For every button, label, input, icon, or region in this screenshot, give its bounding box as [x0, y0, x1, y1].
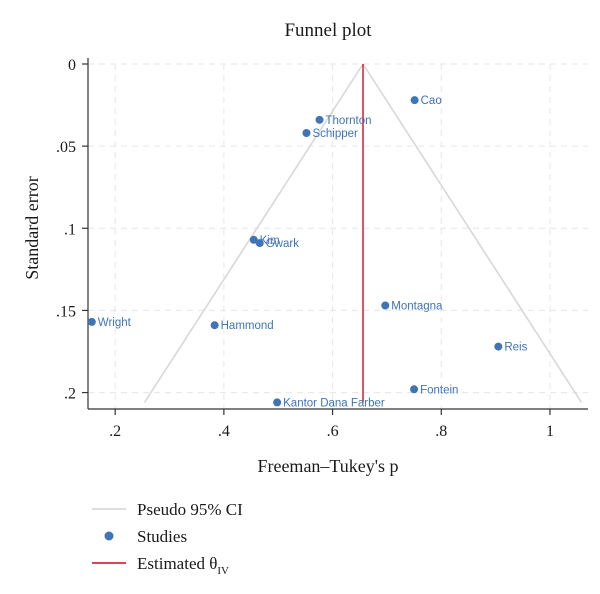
study-reis: Reis	[494, 342, 528, 354]
study-label: Wright	[98, 317, 132, 329]
x-tick-label-3: .8	[435, 423, 447, 440]
legend-label: Pseudo 95% CI	[137, 500, 243, 519]
study-cao: Cao	[410, 95, 442, 107]
study-wright: Wright	[87, 317, 132, 329]
study-point	[87, 317, 96, 326]
study-point	[273, 398, 282, 407]
ci-line-1	[362, 63, 583, 403]
study-label: Kantor Dana Farber	[283, 397, 385, 409]
study-point	[494, 342, 503, 351]
study-label: Cao	[421, 95, 442, 107]
y-tick-label-1: .05	[56, 139, 76, 156]
grid-lines	[88, 63, 588, 409]
study-schipper: Schipper	[302, 128, 358, 140]
axes	[87, 58, 588, 410]
legend-item-1: Studies	[104, 527, 187, 546]
study-kim: Kim	[249, 235, 280, 247]
y-tick-label-0: 0	[68, 57, 76, 74]
study-label: Kim	[260, 235, 280, 247]
study-point	[255, 239, 264, 248]
y-tick-label-4: .2	[64, 386, 76, 403]
y-axis-label: Standard error	[22, 176, 42, 279]
study-label: Hammond	[221, 320, 274, 332]
study-point	[381, 301, 390, 310]
study-point	[410, 96, 419, 105]
study-label: Thornton	[326, 115, 372, 127]
x-tick-label-1: .4	[218, 423, 230, 440]
study-label: Fontein	[420, 384, 458, 396]
legend: Pseudo 95% CI Studies Estimated θIV	[92, 500, 243, 577]
study-label: Reis	[504, 342, 527, 354]
study-montagna: Montagna	[381, 301, 443, 313]
legend-label: Estimated θIV	[137, 554, 229, 577]
legend-item-0: Pseudo 95% CI	[92, 500, 243, 519]
study-fontein: Fontein	[410, 384, 458, 396]
study-point	[210, 321, 219, 330]
y-tick-label-3: .15	[56, 303, 76, 320]
study-label: Montagna	[391, 301, 443, 313]
y-tick-label-2: .1	[64, 221, 76, 238]
legend-label: Studies	[137, 527, 187, 546]
study-kantor-dana-farber: Kantor Dana Farber	[273, 397, 385, 409]
study-label: Gwark	[266, 238, 299, 250]
study-hammond: Hammond	[210, 320, 274, 332]
study-point	[302, 129, 311, 137]
x-ticks: .2 .4 .6 .8 1	[109, 409, 554, 440]
study-gwark: Gwark	[255, 238, 299, 250]
chart-title: Funnel plot	[284, 20, 372, 41]
legend-dot-swatch	[104, 531, 114, 541]
study-point	[249, 235, 258, 244]
legend-item-2: Estimated θIV	[92, 554, 229, 577]
y-ticks: 0 .05 .1 .15 .2	[56, 57, 88, 403]
ci-line-0	[143, 63, 364, 403]
pseudo-ci-lines	[143, 63, 583, 403]
x-tick-label-0: .2	[109, 423, 121, 440]
study-thornton: Thornton	[315, 115, 372, 127]
x-tick-label-4: 1	[546, 423, 554, 440]
x-axis-label: Freeman–Tukey's p	[257, 456, 398, 476]
study-label: Schipper	[312, 128, 358, 140]
x-tick-label-2: .6	[327, 423, 339, 440]
study-point	[410, 385, 419, 394]
study-point	[315, 115, 324, 124]
